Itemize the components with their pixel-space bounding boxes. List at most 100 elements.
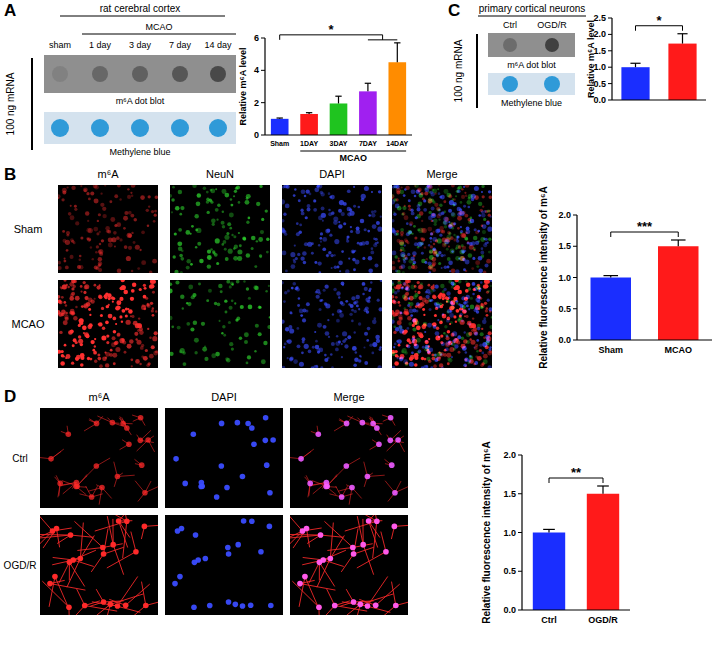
cell (490, 285, 492, 287)
cell (143, 356, 148, 361)
cell (331, 267, 333, 269)
cell (85, 211, 89, 215)
cell (401, 287, 404, 290)
bar (300, 114, 318, 135)
cell (63, 301, 66, 304)
cell (345, 269, 349, 273)
cell (246, 194, 251, 199)
stain (392, 280, 492, 366)
cell (400, 228, 404, 232)
cell (402, 271, 405, 273)
y-label: Relative fluorescence intensity of m⁶A (538, 186, 549, 368)
cell (411, 189, 416, 194)
cell (358, 308, 360, 310)
cell (246, 361, 249, 364)
cell (254, 265, 257, 268)
cell (84, 285, 88, 289)
error-cap (306, 112, 312, 113)
cell (446, 291, 450, 295)
cell (283, 346, 285, 348)
cell (323, 325, 327, 329)
cell (469, 355, 473, 359)
cell (323, 289, 326, 292)
cell (399, 266, 403, 270)
cell (420, 237, 423, 240)
cell (148, 205, 150, 207)
cell (63, 280, 66, 282)
cell (79, 318, 84, 323)
cell (79, 255, 82, 258)
soma (214, 494, 220, 500)
bar (271, 119, 289, 135)
cell (462, 305, 466, 309)
cell (62, 188, 67, 193)
cell (412, 327, 416, 331)
cell (441, 320, 443, 322)
y-tick-label: 0.0 (558, 335, 571, 345)
cell (344, 344, 348, 348)
column-label: NeuN (206, 168, 234, 180)
cell (221, 332, 223, 334)
cell (320, 191, 324, 195)
soma (66, 431, 72, 437)
bar (330, 103, 348, 135)
cell (185, 230, 190, 235)
micrograph (40, 408, 158, 508)
cell (233, 195, 235, 197)
x-axis (522, 609, 630, 610)
cell (128, 211, 132, 215)
cell (453, 234, 455, 236)
blot-dot (52, 66, 68, 82)
cell (283, 213, 286, 216)
cell (259, 306, 262, 309)
header-rule (60, 16, 225, 17)
blot-dot (91, 119, 109, 137)
cell (112, 353, 117, 358)
cell (428, 200, 432, 204)
blot-dot (210, 66, 226, 82)
soma (126, 441, 132, 447)
cell (59, 331, 62, 334)
cell (236, 280, 240, 284)
cell (64, 258, 66, 260)
cell (411, 212, 415, 216)
cell (293, 259, 296, 262)
cell (290, 312, 293, 315)
cell (96, 266, 99, 269)
error-bar (394, 43, 400, 62)
cell (427, 323, 432, 328)
cell (326, 254, 330, 258)
cell (380, 280, 382, 282)
cell (134, 218, 138, 222)
cell (373, 238, 375, 240)
cell (434, 314, 437, 317)
cell (455, 247, 457, 249)
cell (349, 208, 352, 211)
plot-area (271, 43, 406, 135)
cell (222, 325, 225, 328)
cell (66, 249, 69, 252)
panel-label: B (4, 165, 16, 184)
x-tick-label: MCAO (665, 345, 693, 355)
y-tick (573, 215, 577, 216)
cell (362, 293, 364, 295)
cell (174, 270, 178, 273)
cell (105, 363, 109, 367)
cell (461, 344, 466, 349)
cell (355, 295, 359, 299)
cell (451, 333, 455, 337)
cell (443, 332, 445, 334)
cell (372, 224, 377, 229)
cell (119, 198, 121, 200)
cell (181, 249, 183, 251)
cell (152, 280, 156, 284)
cell (269, 316, 270, 318)
cell (447, 357, 451, 361)
cell (431, 213, 436, 218)
cell (112, 301, 114, 303)
cell (146, 209, 149, 212)
cell (338, 296, 340, 298)
cell (478, 240, 480, 242)
cell (110, 217, 115, 222)
cell (429, 237, 432, 240)
